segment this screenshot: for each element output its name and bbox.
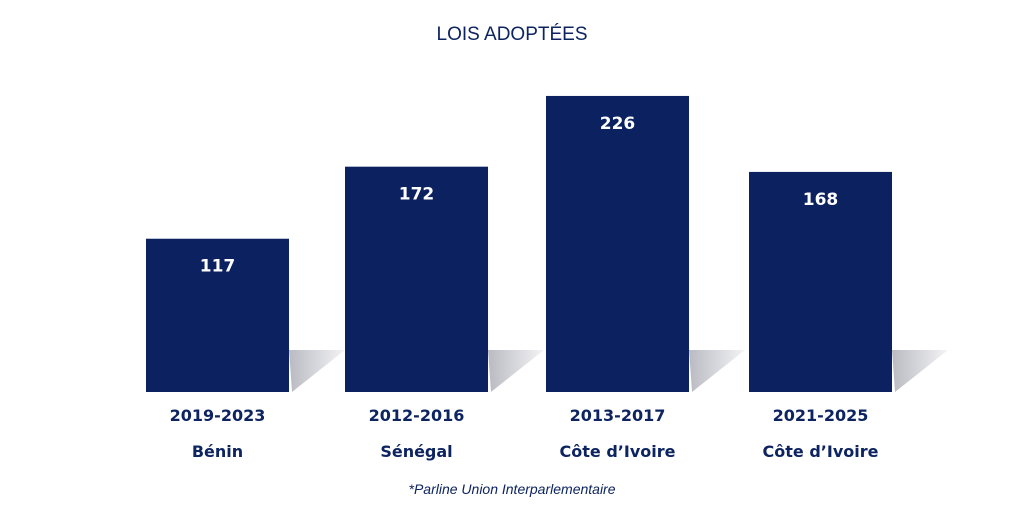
bar: [546, 95, 689, 392]
bar-shadow: [892, 350, 948, 392]
category-country-label: Sénégal: [380, 442, 452, 461]
category-period-label: 2012-2016: [369, 406, 465, 425]
source-note: *Parline Union Interparlementaire: [409, 481, 616, 497]
category-country-label: Côte d’Ivoire: [763, 442, 879, 461]
bar-value-label: 117: [200, 257, 236, 277]
bar: [749, 171, 892, 392]
bar-value-label: 172: [399, 185, 435, 205]
bar-shadow: [289, 350, 345, 392]
bar: [146, 238, 289, 392]
bar-value-label: 226: [600, 114, 636, 134]
bar-shadow: [488, 350, 544, 392]
category-period-label: 2021-2025: [773, 406, 869, 425]
bar-shadow: [689, 350, 745, 392]
chart-title: LOIS ADOPTÉES: [437, 24, 588, 45]
category-country-label: Côte d’Ivoire: [560, 442, 676, 461]
bar-value-label: 168: [803, 190, 839, 210]
bar: [345, 166, 488, 392]
category-country-label: Bénin: [192, 442, 243, 461]
category-period-label: 2013-2017: [570, 406, 666, 425]
category-period-label: 2019-2023: [170, 406, 266, 425]
